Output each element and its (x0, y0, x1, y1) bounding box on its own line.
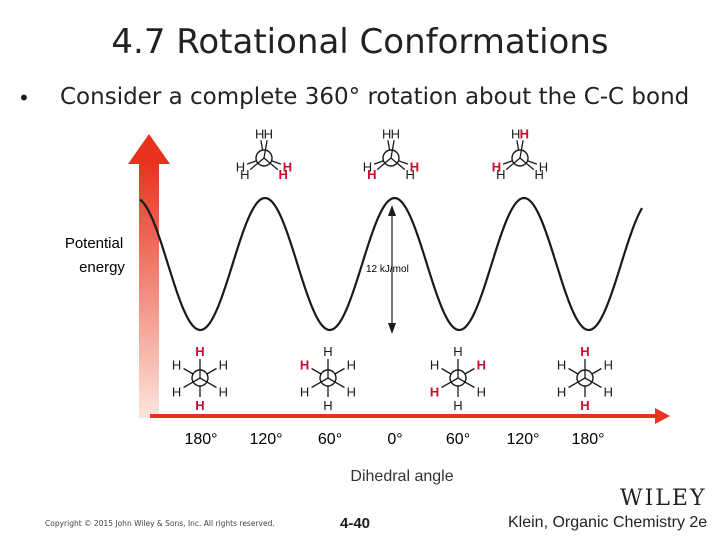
x-tick-4: 60° (446, 431, 470, 448)
front-hydrogen: H (453, 344, 462, 359)
back-hydrogen: H (283, 160, 292, 175)
front-hydrogen: H (430, 385, 439, 400)
back-hydrogen: H (604, 358, 613, 373)
newman-eclipsed-1: HH HHH H (363, 126, 419, 182)
energy-curve (139, 196, 643, 332)
x-tick-1: 120° (249, 431, 282, 448)
front-hydrogen: H (240, 167, 249, 182)
y-axis-label-line2: energy (79, 259, 125, 276)
x-tick-5: 120° (506, 431, 539, 448)
front-hydrogen: H (604, 385, 613, 400)
front-hydrogen: H (496, 167, 505, 182)
front-hydrogen: H (300, 385, 309, 400)
x-axis-label: Dihedral angle (350, 468, 453, 485)
front-hydrogen: H (391, 126, 400, 141)
back-hydrogen: H (492, 160, 501, 175)
barrier-arrow (388, 205, 396, 334)
x-tick-2: 60° (318, 431, 342, 448)
back-hydrogen: H (323, 398, 332, 413)
front-hydrogen: H (347, 385, 356, 400)
front-hydrogen: H (195, 344, 204, 359)
page-number: 4-40 (340, 515, 371, 532)
barrier-label: 12 kJ/mol (366, 264, 409, 275)
bullet-text: Consider a complete 360° rotation about … (60, 84, 690, 110)
newman-eclipsed-2: HH HHH H (492, 126, 548, 182)
back-hydrogen: H (382, 126, 391, 141)
back-hydrogen: H (557, 358, 566, 373)
front-hydrogen: H (219, 385, 228, 400)
front-hydrogen: H (323, 344, 332, 359)
back-hydrogen: H (347, 358, 356, 373)
back-hydrogen: H (219, 358, 228, 373)
back-hydrogen: H (539, 160, 548, 175)
front-hydrogen: H (405, 167, 414, 182)
front-hydrogen: H (580, 344, 589, 359)
wiley-logo: WILEY (620, 486, 707, 511)
front-hydrogen: H (172, 385, 181, 400)
front-hydrogen: H (367, 167, 376, 182)
y-axis-arrow (128, 134, 170, 418)
copyright-text: Copyright © 2015 John Wiley & Sons, Inc.… (45, 519, 275, 528)
x-tick-labels: 180° 120° 60° 0° 60° 120° 180° (184, 431, 604, 448)
back-hydrogen: H (477, 358, 486, 373)
front-hydrogen: H (264, 126, 273, 141)
back-hydrogen: H (195, 398, 204, 413)
x-tick-3: 0° (387, 431, 402, 448)
book-citation: Klein, Organic Chemistry 2e (508, 514, 708, 531)
x-axis-arrow (150, 408, 670, 424)
back-hydrogen: H (363, 160, 372, 175)
back-hydrogen: H (580, 398, 589, 413)
front-hydrogen: H (520, 126, 529, 141)
slide-title: 4.7 Rotational Conformations (111, 22, 609, 62)
front-hydrogen: H (477, 385, 486, 400)
back-hydrogen: H (172, 358, 181, 373)
front-hydrogen: H (534, 167, 543, 182)
x-tick-0: 180° (184, 431, 217, 448)
x-tick-6: 180° (571, 431, 604, 448)
back-hydrogen: H (410, 160, 419, 175)
back-hydrogen: H (255, 126, 264, 141)
front-hydrogen: H (278, 167, 287, 182)
bullet-marker: • (18, 86, 30, 110)
front-hydrogen: H (557, 385, 566, 400)
y-axis-label-line1: Potential (65, 235, 123, 252)
back-hydrogen: H (236, 160, 245, 175)
back-hydrogen: H (300, 358, 309, 373)
back-hydrogen: H (430, 358, 439, 373)
back-hydrogen: H (453, 398, 462, 413)
newman-eclipsed-0: HH HHH H (236, 126, 292, 182)
back-hydrogen: H (511, 126, 520, 141)
